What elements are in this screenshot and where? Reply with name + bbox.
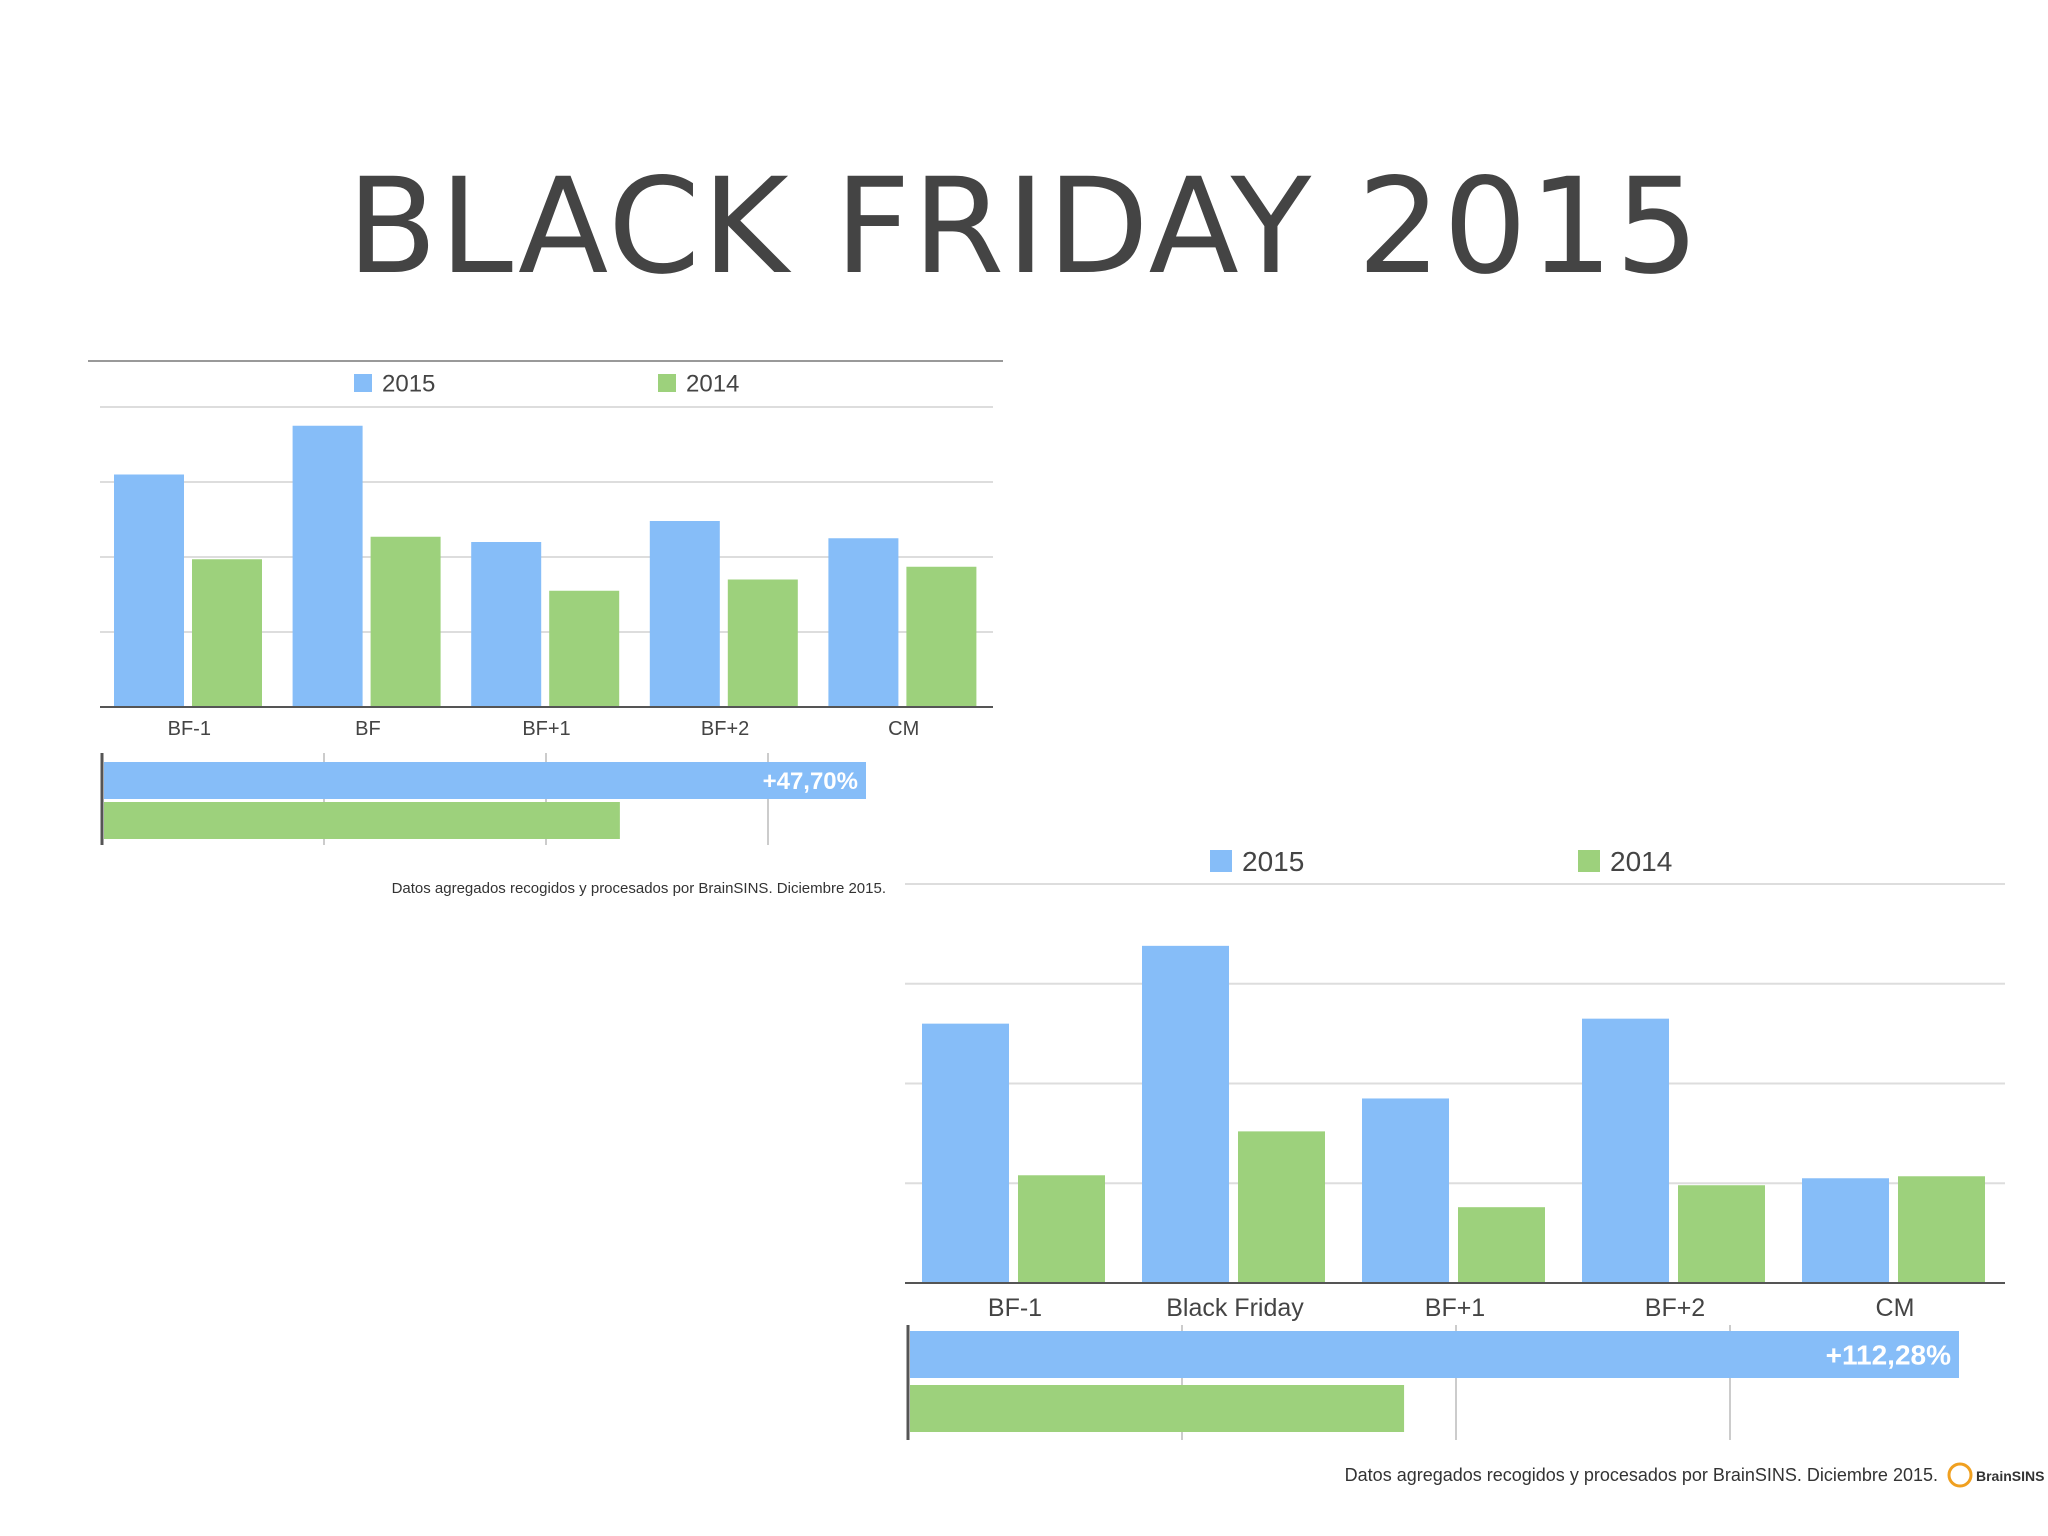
bar-2015-cm bbox=[828, 538, 899, 707]
brainsins-logo-text: BrainSINS bbox=[1976, 1468, 2044, 1484]
x-tick-label: CM bbox=[1876, 1294, 1915, 1322]
x-tick-label: BF+1 bbox=[1425, 1294, 1485, 1322]
x-tick-label: CM bbox=[888, 718, 919, 740]
comparison-bar-2014 bbox=[104, 802, 620, 839]
legend-label-2015: 2015 bbox=[1242, 846, 1304, 877]
bar-2014-cm bbox=[906, 566, 977, 707]
legend-swatch-2015 bbox=[354, 374, 372, 392]
chart-2015-vs-2014-bottom: 2015 2014 BF-1 Black Friday BF+1 BF+2 CM +112,2… bbox=[905, 846, 2044, 1488]
bar-2014-bf+1 bbox=[1458, 1207, 1545, 1283]
source-footnote: Datos agregados recogidos y procesados p… bbox=[1345, 1465, 1938, 1485]
x-tick-label: BF-1 bbox=[988, 1294, 1042, 1322]
x-tick-label: BF bbox=[355, 718, 381, 740]
bar-2014-bf+1 bbox=[549, 590, 620, 707]
bar-2014-bf bbox=[370, 536, 441, 707]
bar-2015-bf+2 bbox=[1582, 1018, 1669, 1283]
slide-title: BLACK FRIDAY 2015 bbox=[346, 150, 1702, 304]
x-tick-label: BF+2 bbox=[1645, 1294, 1705, 1322]
bar-2014-bf+2 bbox=[1678, 1185, 1765, 1283]
bar-2015-bf+1 bbox=[1362, 1098, 1449, 1283]
x-tick-label: BF+2 bbox=[701, 718, 749, 740]
bar-2015-bf+2 bbox=[649, 521, 720, 707]
chart-2015-vs-2014-top: 2015 2014 BF-1 BF BF+1 BF+2 CM +47,70% Datos agr… bbox=[88, 360, 1003, 897]
source-footnote: Datos agregados recogidos y procesados p… bbox=[392, 880, 886, 897]
bar-2015-bf-1 bbox=[922, 1023, 1009, 1283]
bar-2014-bf-1 bbox=[192, 559, 262, 707]
x-tick-label: BF+1 bbox=[522, 718, 570, 740]
growth-percentage-label: +112,28% bbox=[1826, 1340, 1951, 1371]
brainsins-logo-icon bbox=[1947, 1462, 1973, 1488]
bar-2014-bf+2 bbox=[727, 579, 798, 707]
bar-2014-black-friday bbox=[1238, 1131, 1325, 1283]
bar-2015-bf bbox=[292, 425, 363, 707]
legend-swatch-2014 bbox=[1578, 850, 1600, 872]
legend-swatch-2014 bbox=[658, 374, 676, 392]
x-tick-label: Black Friday bbox=[1166, 1294, 1304, 1322]
legend-label-2014: 2014 bbox=[686, 371, 739, 398]
legend-swatch-2015 bbox=[1210, 850, 1232, 872]
bar-2015-bf+1 bbox=[471, 542, 542, 707]
x-tick-label: BF-1 bbox=[168, 718, 211, 740]
legend-label-2015: 2015 bbox=[382, 371, 435, 398]
legend-label-2014: 2014 bbox=[1610, 846, 1672, 877]
bar-2015-black-friday bbox=[1142, 945, 1229, 1283]
comparison-bar-2014 bbox=[910, 1385, 1405, 1432]
comparison-bar-2015 bbox=[104, 762, 866, 799]
bar-2015-cm bbox=[1802, 1178, 1889, 1283]
growth-percentage-label: +47,70% bbox=[763, 768, 858, 795]
comparison-bar-2015 bbox=[910, 1331, 1959, 1378]
bar-2014-cm bbox=[1898, 1176, 1985, 1283]
bar-2014-bf-1 bbox=[1018, 1175, 1105, 1283]
bar-2015-bf-1 bbox=[114, 474, 184, 707]
